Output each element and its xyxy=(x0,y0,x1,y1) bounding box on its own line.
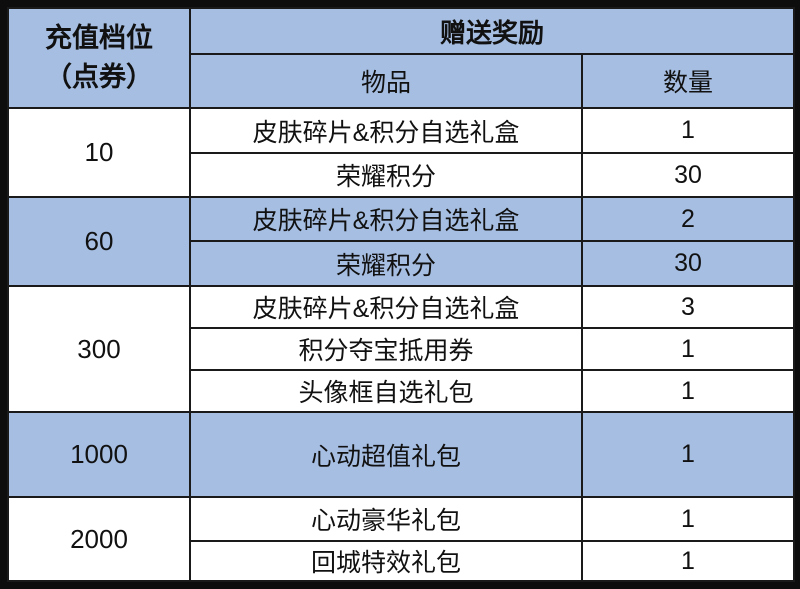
tier-cell: 1000 xyxy=(7,411,191,498)
tier-cell: 300 xyxy=(7,285,191,413)
item-cell: 皮肤碎片&积分自选礼盒 xyxy=(189,285,583,329)
table-row: 回城特效礼包 1 xyxy=(8,540,796,582)
quantity-cell: 1 xyxy=(580,540,796,582)
tier-cell: 60 xyxy=(7,196,191,287)
tier-cell: 10 xyxy=(7,107,191,198)
recharge-rewards-table: 充值档位 （点券） 赠送奖励 物品 数量 10 皮肤碎片&积分自选礼盒 1 荣耀… xyxy=(7,7,796,582)
table-row: 头像框自选礼包 1 xyxy=(8,369,796,413)
quantity-cell: 1 xyxy=(580,496,796,542)
quantity-cell: 1 xyxy=(580,411,796,498)
table-row: 荣耀积分 30 xyxy=(8,152,796,198)
item-cell: 心动豪华礼包 xyxy=(189,496,583,542)
item-cell: 皮肤碎片&积分自选礼盒 xyxy=(189,196,583,242)
quantity-cell: 30 xyxy=(580,240,796,287)
item-cell: 回城特效礼包 xyxy=(189,540,583,582)
table-row: 10 皮肤碎片&积分自选礼盒 1 xyxy=(7,107,796,198)
quantity-cell: 1 xyxy=(580,369,796,413)
quantity-cell: 30 xyxy=(580,152,796,198)
tier-cell: 2000 xyxy=(7,496,191,582)
quantity-column-header: 数量 xyxy=(580,53,796,109)
quantity-cell: 3 xyxy=(580,285,796,329)
tier-header-line1: 充值档位 xyxy=(45,22,153,53)
header-row-sub: 物品 数量 xyxy=(8,53,796,109)
table-row: 积分夺宝抵用券 1 xyxy=(8,327,796,371)
item-cell: 头像框自选礼包 xyxy=(189,369,583,413)
quantity-cell: 1 xyxy=(580,327,796,371)
tier-column-header: 充值档位 （点券） xyxy=(7,7,191,109)
tier-header-line2: （点券） xyxy=(45,62,153,92)
table-row: 2000 心动豪华礼包 1 xyxy=(7,496,796,582)
item-cell: 荣耀积分 xyxy=(189,152,583,198)
table-row: 60 皮肤碎片&积分自选礼盒 2 xyxy=(7,196,796,287)
header-row-top: 充值档位 （点券） 赠送奖励 xyxy=(7,7,796,109)
rewards-column-header: 赠送奖励 xyxy=(188,7,796,55)
quantity-cell: 2 xyxy=(580,196,796,242)
quantity-cell: 1 xyxy=(580,107,796,154)
table-row: 300 皮肤碎片&积分自选礼盒 3 xyxy=(7,285,796,413)
item-column-header: 物品 xyxy=(189,53,583,109)
item-cell: 荣耀积分 xyxy=(189,240,583,287)
item-cell: 积分夺宝抵用券 xyxy=(189,327,583,371)
item-cell: 心动超值礼包 xyxy=(189,411,583,498)
table-row: 1000 心动超值礼包 1 xyxy=(7,411,796,498)
table-row: 荣耀积分 30 xyxy=(8,240,796,287)
item-cell: 皮肤碎片&积分自选礼盒 xyxy=(189,107,583,154)
